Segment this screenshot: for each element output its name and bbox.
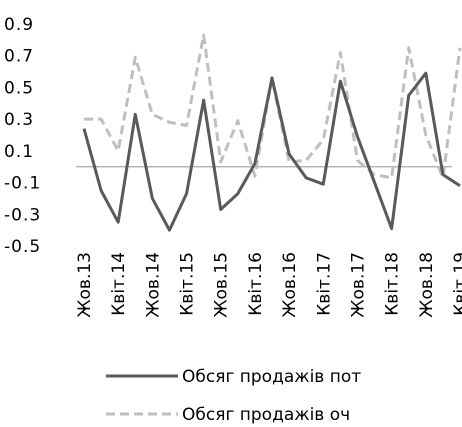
legend: Обсяг продажів пот Обсяг продажів оч: [106, 367, 361, 425]
x-tick-label: Жов.14: [143, 252, 163, 318]
x-tick-label: Жов.13: [75, 252, 95, 318]
x-tick-label: Жов.16: [280, 252, 300, 318]
x-tick-label: Жов.15: [212, 252, 232, 318]
x-tick-label: Квіт.16: [246, 252, 266, 316]
x-tick-label: Квіт.17: [314, 252, 334, 316]
y-tick-label: 0.7: [4, 47, 34, 67]
y-tick-label: 0.3: [4, 110, 34, 130]
series-layer: [82, 33, 462, 232]
y-tick-label: 0.9: [4, 15, 34, 35]
y-tick-label: -0.1: [4, 174, 41, 194]
y-tick-label: -0.3: [4, 205, 41, 225]
x-tick-label: Жов.17: [348, 252, 368, 318]
y-tick-label: 0.5: [4, 78, 34, 98]
x-tick-label: Квіт.15: [178, 252, 198, 316]
x-tick-label: Квіт.19: [451, 252, 462, 316]
series-line-solid: [82, 71, 461, 232]
x-tick-label: Квіт.14: [109, 252, 129, 316]
y-tick-label: -0.5: [4, 237, 41, 257]
x-tick-label: Квіт.18: [383, 252, 403, 316]
legend-label-series-1: Обсяг продажів пот: [182, 367, 361, 387]
y-axis-tick-labels: 0.9 0.7 0.5 0.3 0.1 -0.1 -0.3 -0.5: [4, 15, 41, 257]
legend-label-series-2: Обсяг продажів оч: [182, 405, 350, 425]
y-tick-label: 0.1: [4, 142, 34, 162]
x-tick-label: Жов.18: [417, 252, 437, 318]
x-axis-tick-labels: Жов.13 Квіт.14 Жов.14 Квіт.15 Жов.15 Квіт.16 Ж…: [75, 252, 462, 318]
series-line-dashed: [84, 33, 462, 180]
